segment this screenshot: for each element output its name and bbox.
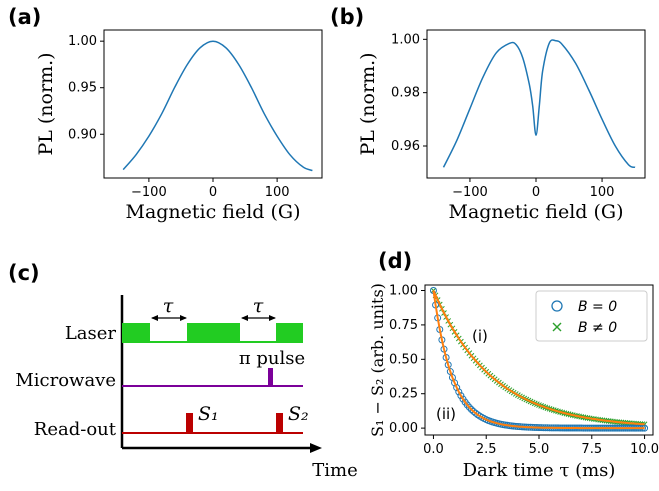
s2-label: S₂: [288, 403, 309, 425]
series-b-zero-point: [453, 384, 461, 392]
chart-d-xtick-label: 5.0: [529, 442, 550, 457]
series-b-zero-point: [467, 405, 475, 413]
laser-pulse-1: [122, 323, 150, 343]
row-label-laser: Laser: [65, 323, 117, 344]
legend-marker-x: [552, 322, 562, 332]
legend-box: [535, 290, 648, 342]
tau-label-1: τ: [163, 295, 174, 317]
chart-a-xtick-label: −100: [131, 185, 167, 200]
chart-d-xtick-label: 10.0: [630, 442, 659, 457]
tau-label-2: τ: [253, 295, 264, 317]
chart-b-ytick-label: 0.96: [391, 139, 420, 154]
chart-d-ytick-label: 0.00: [389, 421, 418, 436]
annotation-ii: (ii): [436, 405, 456, 423]
pi-pulse-bar: [268, 368, 273, 387]
chart-d-ylabel: S₁ − S₂ (arb. units): [368, 283, 387, 437]
panel-label-d: (d): [378, 249, 412, 273]
chart-d-points: [429, 287, 649, 432]
chart-d-xtick-label: 2.5: [476, 442, 497, 457]
readout-pulse-s1: [186, 413, 193, 433]
panel-label-a: (a): [8, 5, 41, 29]
chart-d-ytick-label: 0.75: [389, 318, 418, 333]
chart-d-ytick-label: 0.50: [389, 352, 418, 367]
laser-pulse-2: [187, 323, 240, 343]
tau-arrow-2: [241, 315, 276, 321]
fit-line-b-nonzero: [432, 290, 645, 426]
chart-b-series-line: [442, 39, 636, 169]
chart-b-ylabel: PL (norm.): [357, 52, 379, 155]
panel-label-c: (c): [8, 261, 40, 285]
panel-label-b: (b): [330, 5, 364, 29]
annotation-i: (i): [472, 327, 488, 345]
chart-d-ytick-label: 0.25: [389, 387, 418, 402]
chart-a-xtick-label: 0: [209, 185, 217, 200]
legend-entry-2: B ≠ 0: [578, 320, 617, 336]
chart-d-xlabel: Dark time τ (ms): [463, 460, 616, 481]
series-b-zero-point: [470, 407, 478, 415]
chart-d-ytick-label: 1.00: [389, 284, 418, 299]
chart-d-ticks: 0.0 2.5 5.0 7.5 10.0 0.00 0.25 0.50 0.75 1.00: [389, 284, 659, 457]
chart-b-ytick-label: 0.98: [391, 86, 420, 101]
series-b-zero-point: [465, 403, 473, 411]
chart-a-series-line: [122, 40, 313, 172]
chart-a-ylabel: PL (norm.): [35, 52, 57, 155]
series-b-zero-point: [455, 388, 463, 396]
row-label-readout: Read-out: [34, 419, 117, 440]
chart-a-xtick-label: 100: [265, 185, 290, 200]
chart-b-ticks: −100 0 100 0.96 0.98 1.00: [391, 32, 614, 200]
s1-label: S₁: [198, 403, 219, 425]
time-arrow-head: [310, 443, 322, 453]
laser-pulse-3: [276, 323, 303, 343]
chart-d-legend: B = 0 B ≠ 0: [535, 290, 648, 342]
row-label-microwave: Microwave: [15, 370, 116, 391]
chart-b-xtick-label: 0: [532, 185, 540, 200]
chart-a-xlabel: Magnetic field (G): [125, 201, 300, 223]
pulse-sequence-diagram: Time Laser Microwave Read-out τ τ π puls…: [15, 295, 358, 481]
fit-line-b-zero: [432, 290, 645, 430]
chart-b-frame: [426, 29, 646, 179]
readout-pulse-s2: [276, 413, 283, 433]
time-label: Time: [312, 460, 357, 481]
tau-arrow-1: [151, 315, 187, 321]
chart-a-frame: [103, 29, 323, 179]
chart-d-xtick-label: 7.5: [581, 442, 602, 457]
chart-d-xtick-label: 0.0: [423, 442, 444, 457]
chart-a-ytick-label: 0.95: [68, 81, 97, 96]
chart-b-xlabel: Magnetic field (G): [448, 201, 623, 223]
chart-a-ytick-label: 0.90: [68, 127, 97, 142]
series-b-zero-point: [457, 392, 465, 400]
chart-d: 0.0 2.5 5.0 7.5 10.0 0.00 0.25 0.50 0.75 1.00 Dar…: [368, 283, 659, 481]
legend-marker-circle: [551, 300, 563, 312]
chart-a-ytick-label: 1.00: [68, 34, 97, 49]
chart-a-ticks: −100 0 100 0.90 0.95 1.00: [68, 34, 289, 200]
chart-b-xtick-label: −100: [452, 185, 488, 200]
legend-entry-1: B = 0: [578, 299, 617, 315]
pi-pulse-label: π pulse: [239, 348, 305, 369]
chart-b-xtick-label: 100: [590, 185, 615, 200]
chart-b-ytick-label: 1.00: [391, 32, 420, 47]
